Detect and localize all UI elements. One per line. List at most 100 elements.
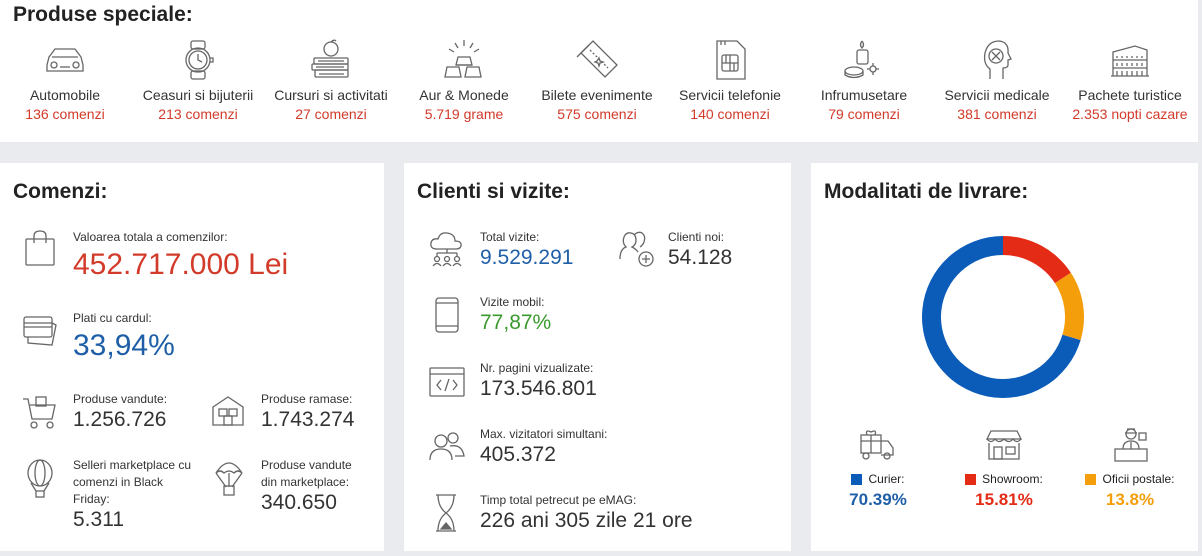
page-views-value: 173.546.801 <box>480 377 597 400</box>
cloud-users-icon <box>430 232 462 267</box>
code-window-icon <box>429 367 465 397</box>
total-visits-stat: Total vizite: 9.529.291 <box>480 229 573 270</box>
donut-slice-showroom[interactable] <box>1003 236 1071 284</box>
category-gold[interactable]: Aur & Monede 5.719 grame <box>396 38 532 122</box>
total-orders-stat: Valoarea totala a comenzilor: 452.717.00… <box>73 229 288 282</box>
special-products-title: Produse speciale: <box>13 3 193 26</box>
delivery-donut-chart <box>922 236 1084 398</box>
medical-head-icon <box>983 40 1012 79</box>
category-travel[interactable]: Pachete turistice 2.353 nopti cazare <box>1062 38 1198 122</box>
category-count: 575 comenzi <box>557 106 637 122</box>
category-medical[interactable]: Servicii medicale 381 comenzi <box>929 38 1065 122</box>
new-clients-stat: Clienti noi: 54.128 <box>668 229 732 270</box>
remaining-products-stat: Produse ramase: 1.743.274 <box>261 391 354 432</box>
category-name: Servicii medicale <box>944 87 1050 103</box>
category-name: Ceasuri si bijuterii <box>142 87 254 103</box>
hourglass-icon <box>436 494 456 532</box>
category-name: Cursuri si activitati <box>274 87 388 103</box>
visits-title: Clienti si vizite: <box>417 180 570 203</box>
category-name: Aur & Monede <box>419 87 509 103</box>
category-courses[interactable]: Cursuri si activitati 27 comenzi <box>263 38 399 122</box>
marketplace-products-stat: Produse vandute din marketplace: 340.650 <box>261 457 361 515</box>
category-telephony[interactable]: Servicii telefonie 140 comenzi <box>662 38 798 122</box>
legend-label: Showroom: <box>982 472 1043 486</box>
showroom-percent: 15.81% <box>975 490 1033 509</box>
legend-post-offices: Oficii postale: 13.8% <box>1070 472 1190 510</box>
showroom-store-icon <box>985 430 1023 460</box>
remaining-products-value: 1.743.274 <box>261 408 355 431</box>
category-name: Bilete evenimente <box>541 87 653 103</box>
visits-panel: Clienti si vizite: Total vizite: 9.529.2… <box>404 163 791 551</box>
stat-label: Nr. pagini vizualizate: <box>480 361 594 375</box>
category-name: Servicii telefonie <box>679 87 781 103</box>
orders-panel: Comenzi: Valoarea totala a comenzilor: 4… <box>0 163 384 551</box>
candle-spa-icon <box>844 40 879 79</box>
delivery-truck-icon <box>860 430 894 460</box>
total-orders-value: 452.717.000 Lei <box>73 248 289 281</box>
hot-air-balloon-icon <box>27 459 53 498</box>
legend-swatch <box>851 473 863 485</box>
stat-label: Produse vandute: <box>73 392 168 406</box>
mobile-visits-stat: Vizite mobil: 77,87% <box>480 294 551 335</box>
mobile-phone-icon <box>435 297 459 333</box>
stat-label: Vizite mobil: <box>480 295 545 309</box>
category-count: 5.719 grame <box>424 106 504 122</box>
tickets-icon <box>576 40 618 78</box>
category-name: Infrumusetare <box>820 87 908 103</box>
page-views-stat: Nr. pagini vizualizate: 173.546.801 <box>480 360 597 401</box>
visitors-group-icon <box>429 432 465 461</box>
category-count: 213 comenzi <box>158 106 238 122</box>
category-automobile[interactable]: Automobile 136 comenzi <box>0 38 133 122</box>
post-offices-percent: 13.8% <box>1105 490 1155 509</box>
shopping-bag-icon <box>25 230 55 266</box>
new-clients-icon <box>619 231 654 267</box>
delivery-panel: Modalitati de livrare: Curier: 70.39% Sh… <box>811 163 1198 551</box>
watch-icon <box>185 40 214 80</box>
category-count: 136 comenzi <box>25 106 105 122</box>
category-watches[interactable]: Ceasuri si bijuterii 213 comenzi <box>130 38 266 122</box>
card-payments-value: 33,94% <box>73 329 175 362</box>
stat-label: Produse vandute din marketplace: <box>261 458 352 489</box>
category-count: 2.353 nopti cazare <box>1072 106 1188 122</box>
stat-label: Plati cu cardul: <box>73 311 152 325</box>
colosseum-icon <box>1111 45 1149 77</box>
legend-courier: Curier: 70.39% <box>818 472 938 510</box>
donut-slice-post-offices[interactable] <box>1054 272 1084 341</box>
category-count: 27 comenzi <box>295 106 367 122</box>
category-name: Automobile <box>29 87 101 103</box>
stat-label: Produse ramase: <box>261 392 353 406</box>
stat-label: Selleri marketplace cu comenzi in Black … <box>73 458 192 506</box>
car-icon <box>46 48 84 72</box>
delivery-title: Modalitati de livrare: <box>824 180 1029 203</box>
stat-label: Timp total petrecut pe eMAG: <box>480 493 637 507</box>
warehouse-icon <box>212 396 244 426</box>
category-count: 79 comenzi <box>828 106 900 122</box>
legend-label: Oficii postale: <box>1102 472 1175 486</box>
sold-products-stat: Produse vandute: 1.256.726 <box>73 391 167 432</box>
sold-products-value: 1.256.726 <box>73 408 167 431</box>
total-visits-value: 9.529.291 <box>480 246 574 269</box>
category-count: 140 comenzi <box>690 106 770 122</box>
time-spent-value: 226 ani 305 zile 21 ore <box>480 509 693 532</box>
category-name: Pachete turistice <box>1078 87 1182 103</box>
parachute-box-icon <box>215 462 243 496</box>
shopping-cart-icon <box>23 396 56 429</box>
time-spent-stat: Timp total petrecut pe eMAG: 226 ani 305… <box>480 492 693 533</box>
courier-percent: 70.39% <box>849 490 907 509</box>
legend-swatch <box>1085 473 1097 485</box>
stat-label: Valoarea totala a comenzilor: <box>73 230 228 244</box>
mobile-visits-value: 77,87% <box>480 311 552 334</box>
post-office-icon <box>1114 428 1148 462</box>
stat-label: Clienti noi: <box>668 230 725 244</box>
category-beauty[interactable]: Infrumusetare 79 comenzi <box>796 38 932 122</box>
stat-label: Max. vizitatori simultani: <box>480 427 608 441</box>
concurrent-visitors-stat: Max. vizitatori simultani: 405.372 <box>480 426 607 467</box>
sellers-value: 5.311 <box>73 508 124 531</box>
sim-card-icon <box>716 40 746 80</box>
sellers-stat: Selleri marketplace cu comenzi in Black … <box>73 457 193 532</box>
marketplace-products-value: 340.650 <box>261 491 337 514</box>
category-tickets[interactable]: Bilete evenimente 575 comenzi <box>529 38 665 122</box>
orders-title: Comenzi: <box>13 180 108 203</box>
books-apple-icon <box>311 39 349 78</box>
credit-cards-icon <box>23 316 57 346</box>
